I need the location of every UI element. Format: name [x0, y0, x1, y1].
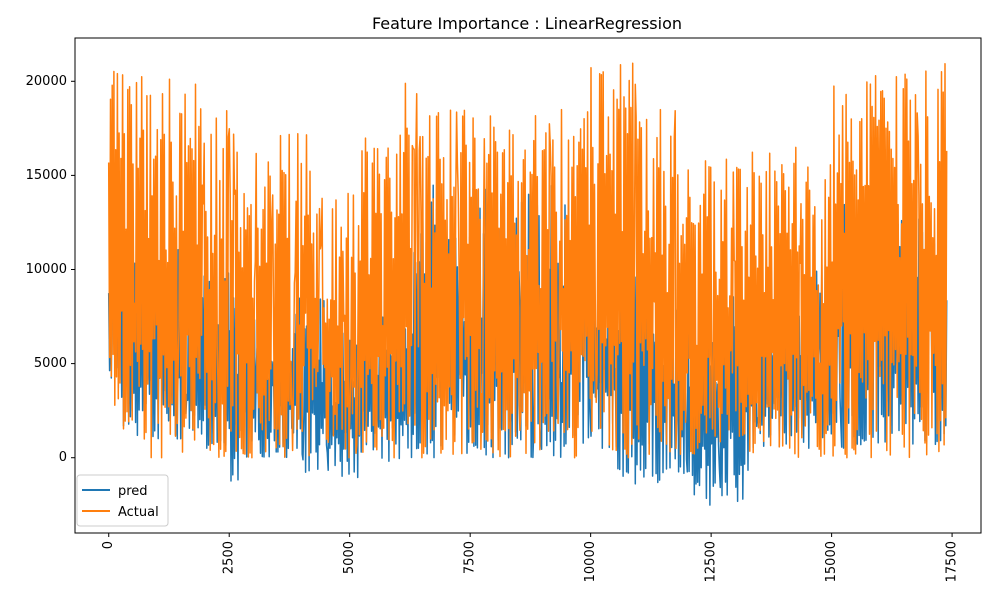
x-tick-label: 10000 — [583, 541, 598, 582]
x-axis: 0 2500 5000 7500 10000 12500 15000 17500 — [101, 533, 960, 582]
chart-title: Feature Importance : LinearRegression — [372, 14, 682, 33]
legend: pred Actual — [76, 474, 169, 527]
x-tick-label: 7500 — [463, 541, 478, 574]
plot-frame — [74, 37, 982, 534]
x-tick-label: 0 — [101, 541, 116, 549]
legend-label-pred: pred — [118, 484, 148, 499]
x-tick-label: 17500 — [945, 541, 960, 582]
x-tick-label: 12500 — [704, 541, 719, 582]
x-tick-label: 15000 — [824, 541, 839, 582]
plot-area — [107, 62, 948, 506]
y-tick-label: 20000 — [26, 74, 67, 89]
y-axis: 0 5000 10000 15000 20000 — [26, 74, 75, 465]
y-tick-label: 5000 — [34, 356, 67, 371]
y-tick-label: 15000 — [26, 168, 67, 183]
series-line-actual — [107, 62, 948, 459]
x-tick-label: 5000 — [342, 541, 357, 574]
y-tick-label: 10000 — [26, 262, 67, 277]
legend-box — [76, 474, 169, 527]
legend-label-actual: Actual — [118, 505, 159, 520]
y-tick-label: 0 — [59, 450, 67, 465]
x-tick-label: 2500 — [222, 541, 237, 574]
